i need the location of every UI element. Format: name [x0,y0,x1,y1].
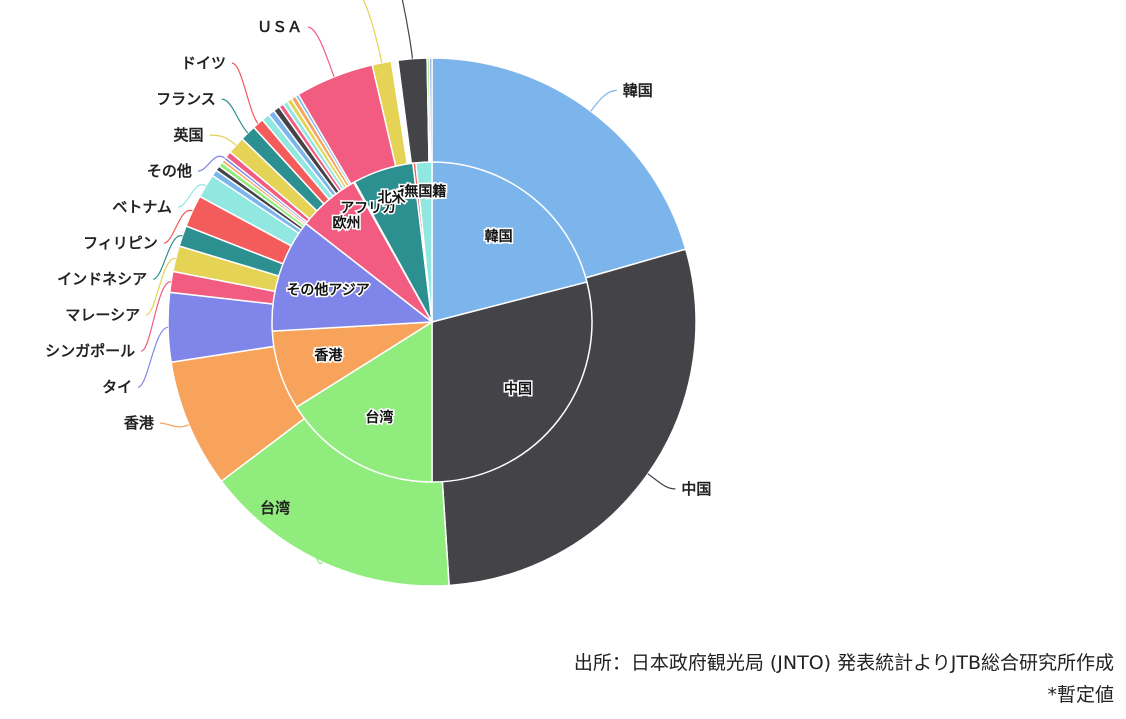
outer-connector [401,0,413,59]
outer-connector [177,184,207,208]
inner-slice-2[interactable] [295,320,433,483]
outer-label: ドイツ [181,54,226,72]
outer-label: 香港 [124,414,155,432]
inner-label-3: 香港 [313,347,343,364]
outer-connector [145,258,176,316]
outer-connector [647,473,676,490]
outer-label: 台湾 [260,499,290,517]
outer-label: フランス [156,90,216,108]
outer-label: タイ [102,378,132,396]
inner-label-6: アフリカ [340,200,396,216]
outer-connector [197,155,226,172]
outer-connector [140,281,172,352]
outer-connector [137,326,169,388]
outer-connector [152,235,183,280]
outer-connector [362,0,383,63]
outer-connector [590,89,617,112]
outer-connector [231,62,259,124]
inner-label-9: 無国籍 [404,183,446,200]
inner-label-0: 韓国 [485,228,513,245]
outer-connector [221,98,249,134]
inner-slice-1[interactable] [431,281,593,483]
outer-label: その他 [147,162,192,180]
outer-connector [163,210,193,244]
inner-label-1: 中国 [504,381,532,398]
inner-pie [271,161,593,483]
outer-label: インドネシア [57,270,147,288]
outer-label: 中国 [681,480,711,498]
nested-pie-chart: 韓国中国台湾香港タイシンガポールマレーシアインドネシアフィリピンベトナムその他英… [45,0,711,587]
inner-slice-9[interactable] [415,161,433,323]
inner-label-4: その他アジア [286,282,369,299]
outer-label: 英国 [173,126,203,144]
outer-connector [209,134,237,146]
outer-connector [295,507,323,565]
inner-label-8: その他 [397,184,439,201]
inner-label-2: 台湾 [365,409,393,426]
outer-connector [159,422,190,428]
inner-label-5: 欧州 [333,215,361,232]
inner-slice-4[interactable] [271,222,435,332]
outer-label: ベトナム [112,198,172,216]
outer-label: マレーシア [65,306,140,324]
outer-labels: 韓国中国台湾香港タイシンガポールマレーシアインドネシアフィリピンベトナムその他英… [45,0,711,565]
source-note: 出所：日本政府観光局 (JNTO) 発表統計よりJTB総合研究所作成 [573,652,1114,674]
provisional-note: *暫定値 [1047,684,1114,706]
inner-label-7: 北米 [378,189,407,206]
outer-label: ＵＳＡ [257,18,302,36]
outer-label: フィリピン [83,234,158,252]
outer-label: シンガポール [45,342,135,360]
inner-slice-0[interactable] [431,161,588,323]
outer-connector [307,26,335,78]
outer-label: 韓国 [623,81,653,99]
